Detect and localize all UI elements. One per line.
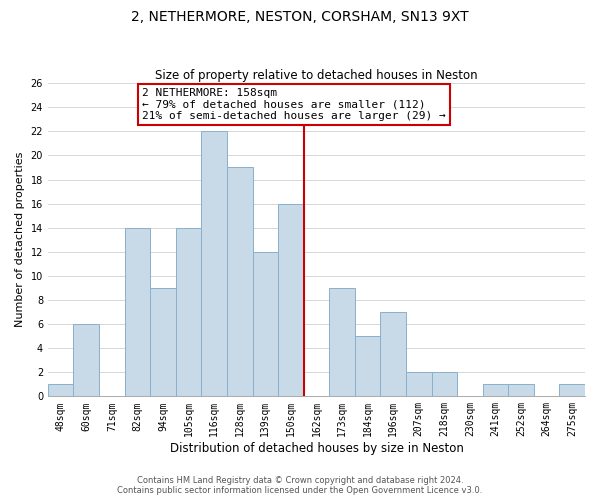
Bar — [176, 228, 202, 396]
Bar — [355, 336, 380, 396]
Bar — [329, 288, 355, 397]
Bar — [150, 288, 176, 397]
Text: Contains HM Land Registry data © Crown copyright and database right 2024.
Contai: Contains HM Land Registry data © Crown c… — [118, 476, 482, 495]
Text: 2, NETHERMORE, NESTON, CORSHAM, SN13 9XT: 2, NETHERMORE, NESTON, CORSHAM, SN13 9XT — [131, 10, 469, 24]
Text: 2 NETHERMORE: 158sqm
← 79% of detached houses are smaller (112)
21% of semi-deta: 2 NETHERMORE: 158sqm ← 79% of detached h… — [142, 88, 446, 121]
X-axis label: Distribution of detached houses by size in Neston: Distribution of detached houses by size … — [170, 442, 463, 455]
Bar — [227, 168, 253, 396]
Bar — [559, 384, 585, 396]
Bar — [202, 132, 227, 396]
Bar — [431, 372, 457, 396]
Title: Size of property relative to detached houses in Neston: Size of property relative to detached ho… — [155, 69, 478, 82]
Bar — [508, 384, 534, 396]
Y-axis label: Number of detached properties: Number of detached properties — [15, 152, 25, 328]
Bar — [406, 372, 431, 396]
Bar — [73, 324, 99, 396]
Bar — [125, 228, 150, 396]
Bar — [48, 384, 73, 396]
Bar — [482, 384, 508, 396]
Bar — [253, 252, 278, 396]
Bar — [380, 312, 406, 396]
Bar — [278, 204, 304, 396]
